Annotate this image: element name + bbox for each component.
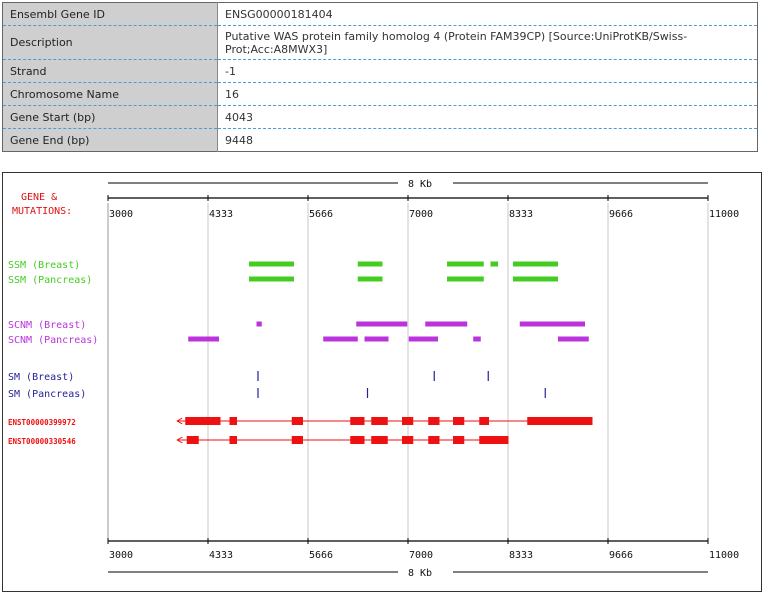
info-row: Ensembl Gene ID ENSG00000181404 [2,2,758,26]
scnm-segment [425,321,468,327]
top-tick-label: 3000 [109,209,133,220]
transcript-exon [428,417,440,425]
transcript-exon [291,417,303,425]
top-tick-label: 8333 [509,209,533,220]
track-label: ENST00000399972 [8,418,76,427]
transcript-exon [453,436,465,444]
transcript-exon [291,436,303,444]
info-value: 16 [217,82,758,106]
track-label: SM (Breast) [8,372,74,383]
info-label: Chromosome Name [2,82,218,106]
ssm-segment [249,276,294,282]
transcript-exon [186,436,199,444]
top-scale-label: 8 Kb [408,179,432,190]
gene-info-table: Ensembl Gene ID ENSG00000181404 Descripti… [2,2,758,152]
info-label: Gene Start (bp) [2,105,218,129]
top-tick-label: 5666 [309,209,333,220]
ssm-segment [357,261,383,267]
track-label: SM (Pancreas) [8,389,86,400]
transcript-exon [453,417,465,425]
scnm-segment [256,321,262,327]
transcript-exon [350,417,365,425]
transcript-exon [350,436,365,444]
transcript-exon [479,417,489,425]
info-row: Description Putative WAS protein family h… [2,25,758,60]
ssm-segment [249,261,294,267]
ssm-segment [357,276,383,282]
ssm-segment [447,276,484,282]
transcript-exon [479,436,509,444]
track-label: ENST00000330546 [8,437,76,446]
ssm-segment [513,261,558,267]
info-value: ENSG00000181404 [217,2,758,26]
transcript-exon [402,436,414,444]
info-label: Strand [2,59,218,83]
bottom-tick-label: 9666 [609,550,633,561]
transcript-exon [428,436,440,444]
top-tick-label: 9666 [609,209,633,220]
transcript-exon [229,436,237,444]
ssm-segment [513,276,558,282]
transcript-exon [229,417,237,425]
info-row: Strand -1 [2,59,758,83]
top-tick-label: 7000 [409,209,433,220]
gene-graphic-panel: GENE & MUTATIONS: 3000 4333 5666 7000 8333 96… [2,172,762,592]
bottom-tick-label: 3000 [109,550,133,561]
transcript-exon [402,417,414,425]
scnm-segment [188,336,219,342]
track-label: SSM (Breast) [8,260,80,271]
track-label: SSM (Pancreas) [8,275,92,286]
header-line-2: MUTATIONS: [12,206,72,217]
bottom-tick-label: 5666 [309,550,333,561]
top-tick-label: 4333 [209,209,233,220]
info-row: Chromosome Name 16 [2,82,758,106]
scnm-segment [473,336,481,342]
info-label: Ensembl Gene ID [2,2,218,26]
info-label: Gene End (bp) [2,128,218,152]
ssm-segment [447,261,484,267]
header-line-1: GENE & [21,192,57,203]
scnm-segment [408,336,438,342]
top-tick-label: 11000 [709,209,739,220]
scnm-segment [356,321,408,327]
strand-arrow-icon [176,417,183,425]
info-value: Putative WAS protein family homolog 4 (P… [217,25,758,60]
bottom-tick-label: 8333 [509,550,533,561]
ssm-segment [490,261,498,267]
scnm-segment [323,336,358,342]
bottom-tick-label: 11000 [709,550,739,561]
info-label: Description [2,25,218,60]
transcript-exon [371,436,388,444]
scnm-segment [519,321,585,327]
track-label: SCNM (Pancreas) [8,335,98,346]
info-value: -1 [217,59,758,83]
gene-mutation-graphic: GENE & MUTATIONS: 3000 4333 5666 7000 8333 96… [8,179,739,579]
bottom-tick-label: 7000 [409,550,433,561]
track-label: SCNM (Breast) [8,320,86,331]
info-row: Gene End (bp) 9448 [2,128,758,152]
bottom-tick-label: 4333 [209,550,233,561]
info-value: 9448 [217,128,758,152]
transcript-exon [527,417,593,425]
transcript-exon [185,417,221,425]
strand-arrow-icon [176,436,183,444]
info-value: 4043 [217,105,758,129]
scnm-segment [364,336,389,342]
info-row: Gene Start (bp) 4043 [2,105,758,129]
transcript-exon [371,417,388,425]
scnm-segment [558,336,589,342]
bottom-scale-label: 8 Kb [408,568,432,579]
